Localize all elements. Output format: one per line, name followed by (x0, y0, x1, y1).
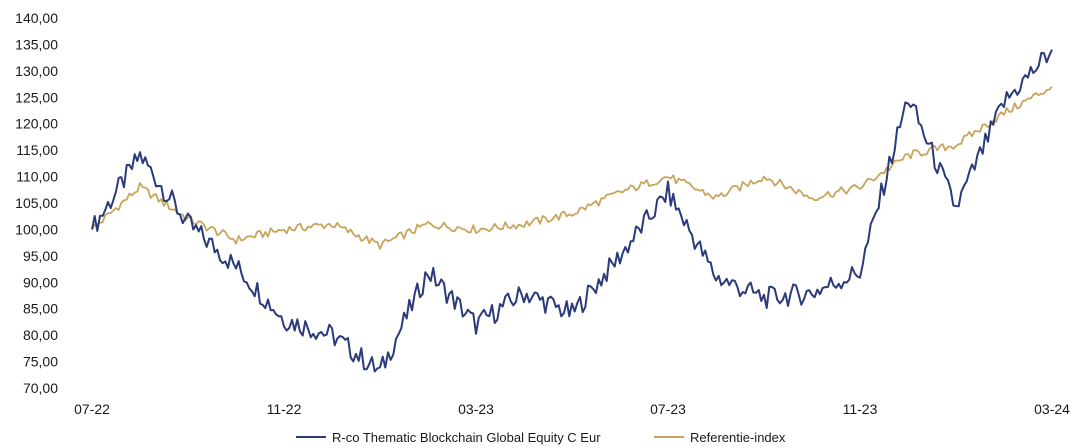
x-tick-label: 03-23 (458, 401, 494, 417)
y-tick-label: 95,00 (23, 248, 58, 264)
x-tick-label: 03-24 (1034, 401, 1070, 417)
legend: R-co Thematic Blockchain Global Equity C… (296, 430, 786, 445)
x-axis-ticks: 07-22 11-22 03-23 07-23 11-23 03-24 (74, 401, 1070, 417)
x-tick-label: 11-23 (843, 401, 878, 417)
series-line-benchmark (91, 86, 1053, 250)
x-tick-label: 07-23 (650, 401, 686, 417)
y-tick-label: 105,00 (15, 195, 58, 211)
y-tick-label: 120,00 (15, 116, 58, 132)
series-line-fund (91, 49, 1053, 373)
y-tick-label: 90,00 (23, 274, 58, 290)
y-tick-label: 75,00 (23, 354, 58, 370)
y-tick-label: 85,00 (23, 301, 58, 317)
y-tick-label: 130,00 (15, 63, 58, 79)
y-tick-label: 135,00 (15, 36, 58, 52)
y-tick-label: 125,00 (15, 89, 58, 105)
x-tick-label: 11-22 (267, 401, 302, 417)
x-tick-label: 07-22 (74, 401, 110, 417)
y-tick-label: 80,00 (23, 327, 58, 343)
y-axis-ticks: 140,00 135,00 130,00 125,00 120,00 115,00 110,… (15, 10, 58, 396)
y-tick-label: 70,00 (23, 380, 58, 396)
y-tick-label: 140,00 (15, 10, 58, 26)
legend-label: R-co Thematic Blockchain Global Equity C… (332, 430, 601, 445)
y-tick-label: 100,00 (15, 221, 58, 237)
series-lines (91, 49, 1053, 373)
y-tick-label: 115,00 (16, 142, 58, 158)
legend-label: Referentie-index (690, 430, 786, 445)
y-tick-label: 110,00 (16, 169, 58, 185)
